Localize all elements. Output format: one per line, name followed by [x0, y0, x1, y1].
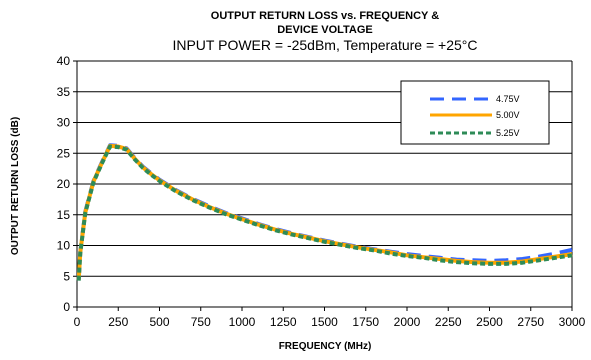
x-tick-label: 3000 — [559, 315, 586, 329]
x-tick-label: 2000 — [394, 315, 421, 329]
y-tick-label: 10 — [57, 239, 71, 253]
legend-box — [400, 80, 550, 145]
axes: 0 5 10 15 20 25 30 35 40 0 250 500 750 1000 1250 1500 17… — [57, 54, 586, 329]
legend-label-1: 4.75V — [496, 94, 520, 104]
y-axis-title: OUTPUT RETURN LOSS (dB) — [10, 117, 21, 255]
legend-label-2: 5.00V — [496, 110, 520, 120]
chart-title-line1: OUTPUT RETURN LOSS vs. FREQUENCY & — [211, 10, 439, 22]
chart-legend: 4.75V 5.00V 5.25V — [400, 80, 550, 145]
x-tick-label: 1250 — [270, 315, 297, 329]
x-tick-label: 500 — [149, 315, 169, 329]
y-tick-label: 25 — [57, 146, 71, 160]
x-tick-label: 1750 — [352, 315, 379, 329]
series-lines — [76, 143, 573, 281]
x-tick-label: 250 — [108, 315, 128, 329]
x-tick-label: 1500 — [311, 315, 338, 329]
y-tick-label: 20 — [57, 177, 71, 191]
grid-lines — [77, 60, 572, 277]
legend-label-3: 5.25V — [496, 128, 520, 138]
x-tick-label: 750 — [191, 315, 211, 329]
y-tick-label: 0 — [63, 300, 70, 314]
x-tick-label: 0 — [74, 315, 81, 329]
x-tick-label: 1000 — [229, 315, 256, 329]
chart-title-line2: DEVICE VOLTAGE — [277, 24, 373, 36]
series-line-3 — [76, 144, 573, 281]
x-axis-title: FREQUENCY (MHz) — [279, 341, 372, 352]
y-tick-label: 30 — [57, 116, 71, 130]
chart-subtitle: INPUT POWER = -25dBm, Temperature = +25°… — [172, 37, 477, 53]
series-line-1 — [76, 143, 573, 280]
y-tick-label: 5 — [63, 269, 70, 283]
x-tick-label: 2250 — [435, 315, 462, 329]
y-tick-label: 40 — [57, 54, 71, 68]
x-tick-label: 2750 — [517, 315, 544, 329]
y-tick-label: 15 — [57, 208, 71, 222]
x-tick-label: 2500 — [476, 315, 503, 329]
y-tick-label: 35 — [57, 85, 71, 99]
